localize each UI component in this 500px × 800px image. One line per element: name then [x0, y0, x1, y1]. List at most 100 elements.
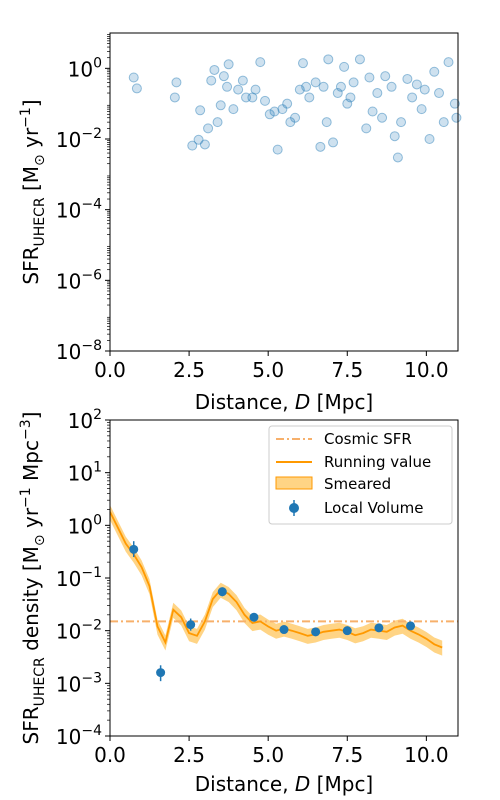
scatter-point: [336, 82, 345, 91]
bottom-y-tick-label: 10−1: [56, 565, 102, 591]
scatter-point: [329, 138, 338, 147]
top-y-tick-label: 100: [68, 55, 102, 81]
scatter-point: [368, 107, 377, 116]
scatter-point: [420, 85, 429, 94]
scatter-point: [238, 76, 247, 85]
scatter-point: [251, 85, 260, 94]
scatter-point: [381, 72, 390, 81]
bottom-y-axis: 10−4 10−3 10−2 10−1 100 101 102: [56, 407, 110, 749]
scatter-point: [412, 80, 421, 89]
bottom-plot-content: [110, 505, 458, 681]
scatter-point: [378, 113, 387, 122]
scatter-point: [390, 132, 399, 141]
bottom-x-tick-label: 0.0: [94, 743, 126, 767]
bottom-x-tick-label: 2.5: [173, 743, 205, 767]
scatter-point: [213, 118, 222, 127]
scatter-point: [444, 58, 453, 67]
scatter-point: [273, 145, 282, 154]
scatter-point: [362, 124, 371, 133]
local-volume-point: [280, 625, 289, 634]
bottom-x-axis: 0.0 2.5 5.0 7.5 10.0: [94, 736, 449, 767]
scatter-point: [234, 85, 243, 94]
top-y-tick-label: 10−2: [56, 126, 102, 152]
local-volume-point: [311, 627, 320, 636]
scatter-point: [224, 60, 233, 69]
local-volume-point: [218, 587, 227, 596]
scatter-point: [204, 124, 213, 133]
scatter-point: [349, 78, 358, 87]
top-x-tick-label: 7.5: [331, 358, 363, 382]
scatter-point: [200, 140, 209, 149]
scatter-point: [355, 55, 364, 64]
scatter-point: [298, 59, 307, 68]
scatter-point: [425, 135, 434, 144]
scatter-point: [207, 76, 216, 85]
local-volume-point: [156, 668, 165, 677]
legend-label-running-value: Running value: [324, 453, 431, 471]
scatter-point: [291, 113, 300, 122]
scatter-point: [324, 55, 333, 64]
local-volume-point: [374, 623, 383, 632]
scatter-point: [397, 118, 406, 127]
bottom-x-tick-label: 5.0: [252, 743, 284, 767]
scatter-point: [196, 106, 205, 115]
scatter-point: [322, 118, 331, 127]
legend-swatch-smeared: [276, 477, 312, 489]
scatter-point: [261, 96, 270, 105]
scatter-point: [439, 118, 448, 127]
local-volume-point: [186, 620, 195, 629]
scatter-point: [223, 82, 232, 91]
scatter-point: [365, 73, 374, 82]
legend-label-cosmic-sfr: Cosmic SFR: [324, 430, 412, 448]
scatter-point: [305, 93, 314, 102]
bottom-y-tick-label: 10−2: [56, 618, 102, 644]
bottom-y-tick-label: 102: [68, 407, 102, 433]
scatter-point: [316, 142, 325, 151]
scatter-point: [210, 65, 219, 74]
scatter-point: [229, 105, 238, 114]
scatter-point: [172, 78, 181, 87]
scatter-point: [403, 74, 412, 83]
scatter-point: [430, 67, 439, 76]
top-x-tick-label: 0.0: [94, 358, 126, 382]
top-y-axis: 10−8 10−6 10−4 10−2 100: [56, 35, 110, 364]
scatter-point: [373, 89, 382, 98]
scatter-point: [417, 105, 426, 114]
legend-label-smeared: Smeared: [324, 475, 391, 493]
scatter-point: [129, 73, 138, 82]
scatter-point: [435, 89, 444, 98]
legend-label-local-volume: Local Volume: [324, 499, 423, 517]
top-plot-area: [129, 55, 461, 162]
top-x-tick-label: 5.0: [252, 358, 284, 382]
bottom-y-tick-label: 10−3: [56, 670, 102, 696]
scatter-point: [283, 99, 292, 108]
scatter-point: [216, 101, 225, 110]
scatter-point: [408, 93, 417, 102]
scatter-point: [302, 82, 311, 91]
bottom-x-tick-label: 7.5: [331, 743, 363, 767]
top-y-tick-label: 10−4: [56, 197, 102, 223]
scatter-point: [452, 113, 461, 122]
scatter-point: [319, 82, 328, 91]
top-chart-panel: 0.0 2.5 5.0 7.5 10.0 10−810−610−410−2100 Dis…: [18, 33, 461, 414]
scatter-point: [346, 93, 355, 102]
scatter-point: [132, 84, 141, 93]
local-volume-point: [129, 545, 138, 554]
top-x-tick-label: 2.5: [173, 358, 205, 382]
scatter-point: [387, 82, 396, 91]
bottom-y-tick-label: 100: [68, 512, 102, 538]
local-volume-point: [343, 626, 352, 635]
local-volume-point: [249, 613, 258, 622]
top-x-tick-label: 10.0: [404, 358, 449, 382]
legend-swatch-local-volume: [289, 503, 299, 513]
scatter-point: [393, 153, 402, 162]
scatter-point: [219, 72, 228, 81]
bottom-y-tick-label: 101: [68, 460, 102, 486]
bottom-chart-panel: 0.0 2.5 5.0 7.5 10.0 10−410−310−210−11001011…: [18, 407, 458, 796]
scatter-point: [340, 62, 349, 71]
bottom-x-axis-label: Distance, D [Mpc]: [195, 772, 374, 796]
local-volume-point: [406, 621, 415, 630]
top-x-axis: 0.0 2.5 5.0 7.5 10.0: [94, 351, 449, 382]
legend: Cosmic SFR Running value Smeared Local V…: [269, 426, 452, 524]
